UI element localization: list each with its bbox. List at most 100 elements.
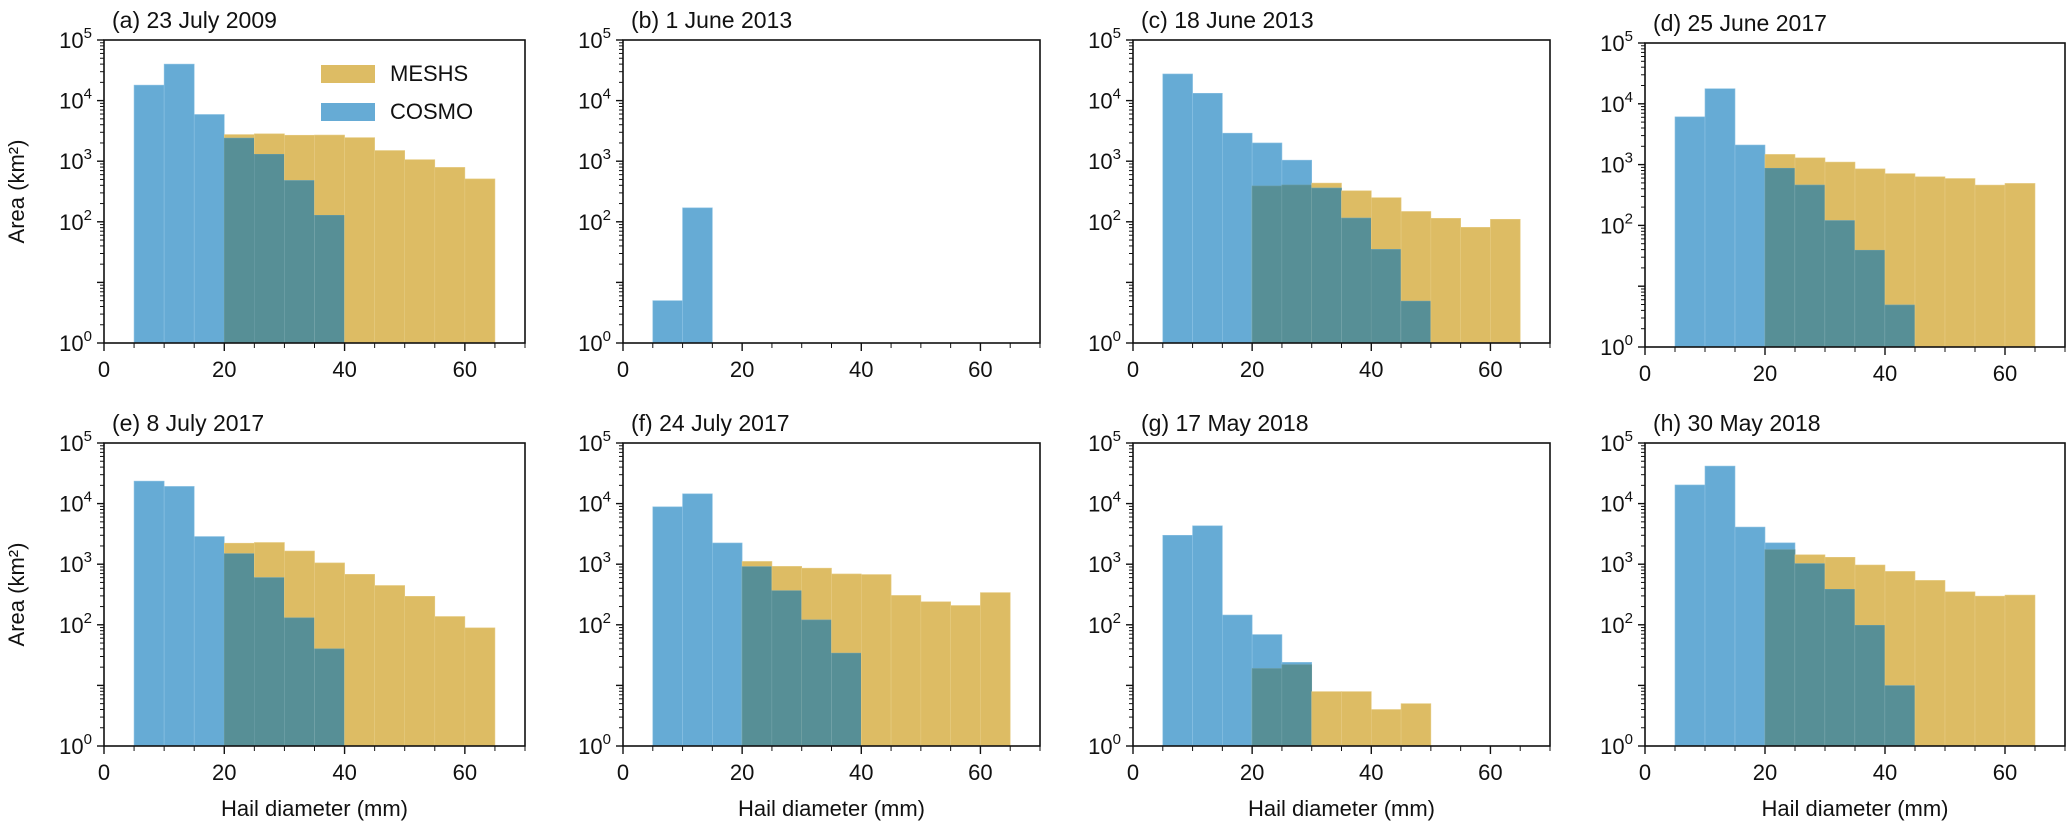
cosmo-bar — [682, 207, 713, 344]
y-tick-label: 104 — [59, 86, 92, 114]
y-tick-label: 104 — [1600, 489, 1633, 517]
y-tick-label: 102 — [1600, 210, 1633, 238]
y-tick-label: 104 — [578, 489, 611, 517]
y-tick-exponent: 4 — [603, 489, 611, 506]
overlap-bar — [1824, 220, 1856, 348]
y-tick-label: 105 — [1600, 428, 1633, 456]
y-tick-exponent: 2 — [603, 610, 611, 627]
x-tick-label: 20 — [1240, 760, 1264, 785]
y-tick-base: 10 — [578, 28, 602, 53]
y-tick-base: 10 — [578, 613, 602, 638]
panel-title: (g) 17 May 2018 — [1141, 410, 1308, 436]
overlap-bar — [1311, 187, 1342, 344]
y-tick-exponent: 3 — [1625, 549, 1633, 566]
y-tick-exponent: 2 — [1113, 207, 1121, 224]
overlap-bar — [831, 652, 862, 747]
overlap-bar — [1884, 304, 1916, 348]
overlap-bar — [1251, 668, 1283, 747]
x-axis: 0 20 40 60 — [1639, 347, 2066, 386]
meshs-bar — [1370, 709, 1402, 747]
y-tick-exponent: 4 — [84, 489, 92, 506]
meshs-bar — [890, 595, 922, 747]
y-tick-exponent: 4 — [1625, 489, 1633, 506]
bars — [133, 480, 496, 747]
y-tick-exponent: 3 — [1113, 146, 1121, 163]
y-tick-base: 10 — [59, 613, 83, 638]
x-tick-label: 60 — [453, 760, 477, 785]
y-tick-label: 103 — [1600, 549, 1633, 577]
cosmo-bar — [1704, 88, 1736, 348]
y-tick-base: 10 — [1600, 31, 1624, 56]
bars — [1674, 88, 2036, 348]
x-tick-label: 60 — [968, 357, 992, 382]
x-tick-label: 40 — [1873, 760, 1897, 785]
overlap-bar — [1854, 625, 1886, 747]
y-axis-label: Area (km²) — [4, 543, 29, 647]
y-tick-label: 102 — [578, 610, 611, 638]
meshs-bar — [1944, 591, 1976, 747]
y-tick-base: 10 — [578, 331, 602, 356]
x-axis-label: Hail diameter (mm) — [738, 796, 925, 821]
y-tick-base: 10 — [1600, 335, 1624, 360]
y-tick-exponent: 2 — [84, 610, 92, 627]
y-tick-exponent: 0 — [603, 731, 611, 748]
y-tick-base: 10 — [578, 734, 602, 759]
y-tick-base: 10 — [578, 149, 602, 174]
overlap-bar — [1370, 249, 1402, 344]
y-tick-exponent: 4 — [1625, 89, 1633, 106]
y-tick-exponent: 0 — [84, 328, 92, 345]
x-tick-label: 60 — [453, 357, 477, 382]
y-tick-label: 105 — [1088, 25, 1121, 53]
overlap-bar — [1341, 217, 1372, 344]
y-tick-base: 10 — [578, 552, 602, 577]
y-tick-exponent: 0 — [1113, 731, 1121, 748]
y-tick-base: 10 — [1600, 431, 1624, 456]
overlap-bar — [1400, 300, 1432, 344]
y-tick-base: 10 — [59, 431, 83, 456]
meshs-bar — [980, 592, 1011, 747]
meshs-bar — [434, 167, 466, 344]
legend-swatch-cosmo — [321, 103, 375, 121]
bars — [652, 493, 1011, 747]
x-axis-label: Hail diameter (mm) — [1248, 796, 1435, 821]
meshs-bar — [464, 627, 496, 747]
cosmo-bar — [1192, 525, 1223, 747]
overlap-bar — [1854, 249, 1886, 348]
legend-label-meshs: MESHS — [390, 61, 468, 86]
x-tick-label: 60 — [1478, 357, 1502, 382]
legend-swatch-meshs — [321, 65, 375, 83]
x-tick-label: 0 — [1639, 760, 1651, 785]
y-tick-base: 10 — [1088, 28, 1112, 53]
meshs-bar — [374, 150, 406, 344]
meshs-bar — [1974, 184, 2006, 348]
x-axis: 0 20 40 60 — [1127, 746, 1551, 785]
y-tick-base: 10 — [578, 210, 602, 235]
y-tick-base: 10 — [59, 28, 83, 53]
panel-title: (f) 24 July 2017 — [631, 410, 790, 436]
y-tick-label: 105 — [1600, 28, 1633, 56]
meshs-bar — [1914, 580, 1946, 747]
x-axis: 0 20 40 60 — [617, 343, 1041, 382]
y-tick-exponent: 3 — [1625, 150, 1633, 167]
y-tick-exponent: 2 — [603, 207, 611, 224]
meshs-bar — [344, 574, 375, 747]
x-tick-label: 40 — [1359, 760, 1383, 785]
x-axis-label: Hail diameter (mm) — [221, 796, 408, 821]
y-tick-exponent: 5 — [603, 428, 611, 445]
x-tick-label: 60 — [1993, 760, 2017, 785]
x-tick-label: 0 — [1639, 361, 1651, 386]
x-tick-label: 40 — [332, 357, 356, 382]
y-tick-base: 10 — [1600, 734, 1624, 759]
y-tick-base: 10 — [1600, 492, 1624, 517]
overlap-bar — [771, 590, 803, 747]
y-tick-exponent: 2 — [1625, 610, 1633, 627]
cosmo-bar — [1162, 534, 1193, 747]
y-axis-label: Area (km²) — [4, 140, 29, 244]
y-tick-exponent: 0 — [1625, 731, 1633, 748]
y-tick-exponent: 3 — [1113, 549, 1121, 566]
y-tick-label: 105 — [1088, 428, 1121, 456]
x-tick-label: 0 — [1127, 760, 1139, 785]
y-tick-label: 102 — [1088, 207, 1121, 235]
panel-title: (b) 1 June 2013 — [631, 7, 792, 33]
